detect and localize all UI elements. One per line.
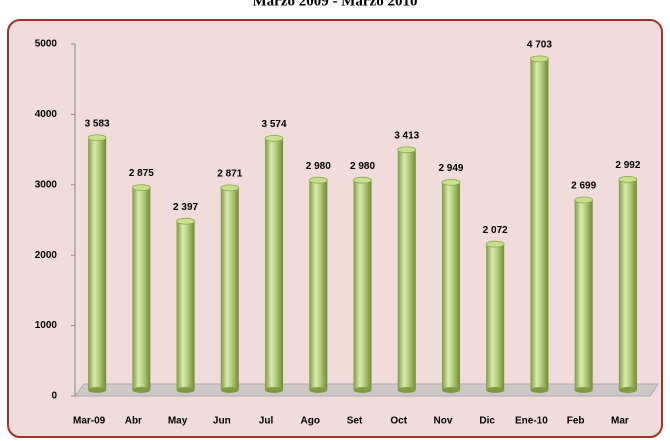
bar-bottom xyxy=(88,387,107,393)
x-tick-label: Dic xyxy=(479,416,495,427)
bar xyxy=(530,58,549,390)
data-label: 4 703 xyxy=(527,40,552,51)
bar-bottom xyxy=(574,387,593,393)
y-tick-label: 4000 xyxy=(35,109,58,120)
bar xyxy=(486,244,505,390)
bar xyxy=(176,221,195,390)
data-label: 2 980 xyxy=(306,161,331,172)
bar-top xyxy=(397,146,417,154)
data-label: 2 949 xyxy=(438,163,463,174)
x-tick-label: Jul xyxy=(259,416,274,427)
data-label: 2 875 xyxy=(129,168,154,179)
y-tick-label: 1000 xyxy=(35,320,58,331)
x-tick-label: Abr xyxy=(125,416,142,427)
bar-bottom xyxy=(132,387,151,393)
data-label: 2 699 xyxy=(571,181,596,192)
bar xyxy=(618,179,637,390)
data-label: 2 871 xyxy=(217,169,242,180)
bar-bottom xyxy=(353,387,372,393)
bar-bottom xyxy=(220,387,239,393)
data-label: 2 397 xyxy=(173,202,198,213)
bar-bottom xyxy=(486,387,505,393)
x-tick-label: Feb xyxy=(567,416,585,427)
bar xyxy=(220,187,239,390)
bar xyxy=(309,180,328,390)
bar-top xyxy=(308,176,328,184)
bar-bottom xyxy=(397,387,416,393)
bar-top xyxy=(131,184,151,192)
x-tick-label: Mar-09 xyxy=(73,416,106,427)
y-tick-label: 5000 xyxy=(35,39,58,50)
chart-title: Marzo 2009 - Marzo 2010 xyxy=(253,0,418,9)
y-tick-label: 3000 xyxy=(35,179,58,190)
x-tick-label: Ene-10 xyxy=(515,416,548,427)
bar-bottom xyxy=(265,387,284,393)
bar-top xyxy=(176,217,195,225)
bar xyxy=(265,138,284,390)
bar-top xyxy=(220,184,240,192)
bar-bottom xyxy=(176,387,195,393)
bar-bottom xyxy=(618,387,637,393)
bar-top xyxy=(353,176,372,184)
x-tick-label: Ago xyxy=(301,416,320,427)
x-tick-label: Set xyxy=(347,416,363,427)
bar-top xyxy=(574,196,594,204)
y-tick-label: 0 xyxy=(51,391,57,402)
x-tick-label: Nov xyxy=(434,416,453,427)
bar-top xyxy=(485,240,505,248)
bar xyxy=(353,180,372,390)
bar-bottom xyxy=(530,387,549,393)
bar xyxy=(441,182,460,390)
bar-bottom xyxy=(309,387,328,393)
bar-bottom xyxy=(441,387,460,393)
x-tick-label: Mar xyxy=(611,416,629,427)
bar xyxy=(397,149,416,390)
data-label: 3 574 xyxy=(262,119,287,130)
data-label: 3 413 xyxy=(394,130,419,141)
bar xyxy=(132,187,151,390)
bar-top xyxy=(441,178,461,186)
bar xyxy=(88,137,107,390)
data-label: 2 980 xyxy=(350,161,375,172)
data-label: 3 583 xyxy=(85,118,110,129)
bar-top xyxy=(87,134,107,142)
x-tick-label: May xyxy=(168,416,188,427)
y-tick-label: 2000 xyxy=(35,250,58,261)
bar-top xyxy=(264,134,284,142)
bar xyxy=(574,199,593,390)
x-tick-label: Oct xyxy=(390,416,407,427)
bar-top xyxy=(618,175,638,183)
data-label: 2 072 xyxy=(483,225,508,236)
x-tick-label: Jun xyxy=(213,416,231,427)
data-label: 2 992 xyxy=(615,160,640,171)
bar-top xyxy=(530,55,549,63)
